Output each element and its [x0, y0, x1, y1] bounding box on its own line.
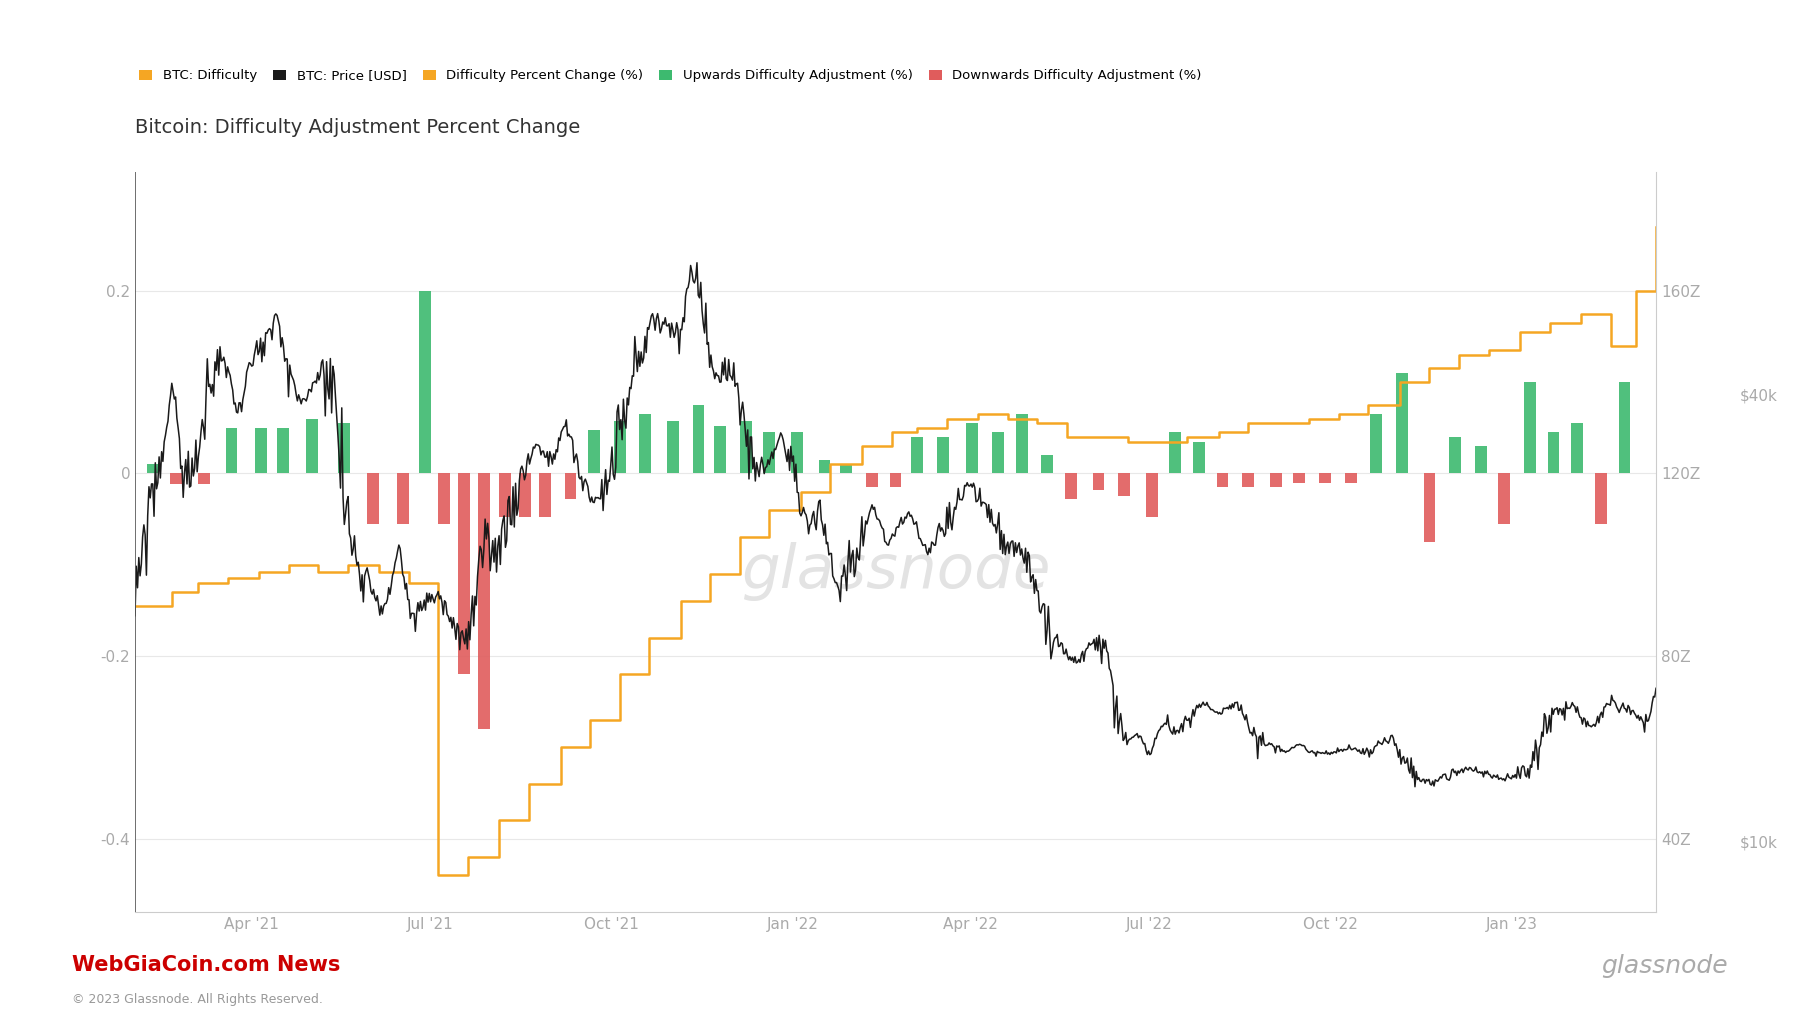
Bar — [1319, 473, 1330, 482]
Bar — [477, 473, 490, 729]
Bar — [398, 473, 409, 524]
Text: glassnode: glassnode — [742, 542, 1049, 601]
Bar — [338, 423, 349, 473]
Bar — [459, 473, 470, 675]
Bar — [1498, 473, 1510, 524]
Bar — [1170, 433, 1181, 473]
Bar — [565, 473, 576, 499]
Bar — [992, 433, 1004, 473]
Bar — [1345, 473, 1357, 482]
Bar — [763, 433, 776, 473]
Bar — [889, 473, 902, 487]
Bar — [589, 430, 599, 473]
Bar — [819, 460, 830, 473]
Bar — [439, 473, 450, 524]
Bar — [841, 464, 851, 473]
Legend: BTC: Difficulty, BTC: Price [USD], Difficulty Percent Change (%), Upwards Diffic: BTC: Difficulty, BTC: Price [USD], Diffi… — [133, 64, 1208, 88]
Bar — [790, 433, 803, 473]
Bar — [277, 427, 288, 473]
Text: WebGiaCoin.com News: WebGiaCoin.com News — [72, 954, 340, 975]
Bar — [1147, 473, 1157, 518]
Text: $40k: $40k — [1739, 388, 1778, 403]
Bar — [1525, 382, 1535, 473]
Bar — [367, 473, 380, 524]
Bar — [1093, 473, 1105, 490]
Bar — [1015, 414, 1028, 473]
Text: glassnode: glassnode — [1602, 953, 1728, 978]
Bar — [693, 405, 704, 473]
Bar — [1217, 473, 1228, 487]
Bar — [1618, 382, 1631, 473]
Bar — [1474, 446, 1487, 473]
Bar — [225, 427, 238, 473]
Bar — [148, 464, 158, 473]
Bar — [936, 437, 949, 473]
Bar — [1571, 423, 1584, 473]
Text: © 2023 Glassnode. All Rights Reserved.: © 2023 Glassnode. All Rights Reserved. — [72, 993, 322, 1006]
Bar — [1294, 473, 1305, 482]
Bar — [1066, 473, 1076, 499]
Bar — [419, 291, 430, 473]
Bar — [866, 473, 878, 487]
Bar — [1548, 433, 1559, 473]
Text: Bitcoin: Difficulty Adjustment Percent Change: Bitcoin: Difficulty Adjustment Percent C… — [135, 118, 580, 137]
Bar — [1040, 455, 1053, 473]
Bar — [911, 437, 923, 473]
Bar — [668, 420, 679, 473]
Bar — [639, 414, 652, 473]
Bar — [1269, 473, 1282, 487]
Bar — [1242, 473, 1255, 487]
Bar — [306, 418, 319, 473]
Bar — [538, 473, 551, 518]
Bar — [1449, 437, 1462, 473]
Bar — [1424, 473, 1435, 542]
Bar — [198, 473, 211, 484]
Text: $10k: $10k — [1739, 836, 1778, 851]
Bar — [256, 427, 266, 473]
Bar — [171, 473, 182, 484]
Bar — [1193, 442, 1204, 473]
Bar — [715, 426, 725, 473]
Bar — [614, 420, 626, 473]
Bar — [518, 473, 531, 518]
Bar — [1118, 473, 1130, 496]
Bar — [740, 420, 752, 473]
Bar — [1370, 414, 1382, 473]
Bar — [967, 423, 977, 473]
Bar — [1595, 473, 1607, 524]
Bar — [1397, 373, 1408, 473]
Bar — [499, 473, 511, 518]
